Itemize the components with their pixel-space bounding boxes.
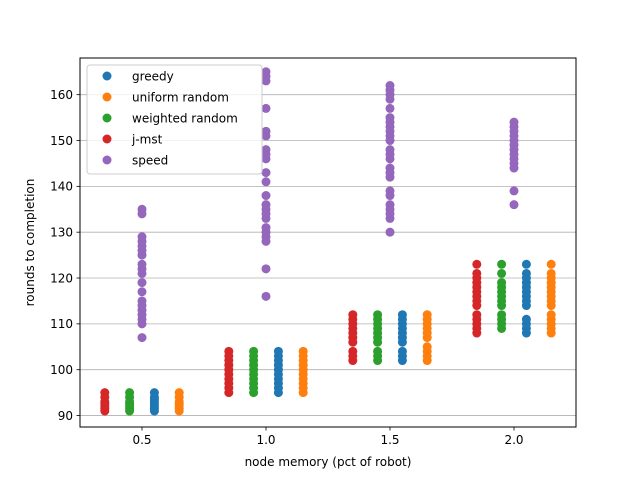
legend-marker	[102, 155, 112, 165]
legend-marker	[102, 92, 112, 102]
legend-label: greedy	[132, 69, 174, 83]
data-point	[385, 163, 395, 173]
data-point	[546, 268, 556, 278]
data-point	[509, 117, 519, 127]
data-point	[385, 113, 395, 123]
data-point	[546, 259, 556, 269]
data-point	[385, 103, 395, 113]
data-point	[497, 268, 507, 278]
data-point	[348, 310, 358, 320]
legend-label: uniform random	[132, 90, 229, 104]
data-point	[521, 268, 531, 278]
data-point	[373, 346, 383, 356]
y-tick-label: 110	[50, 317, 73, 331]
data-point	[137, 259, 147, 269]
data-point	[137, 204, 147, 214]
y-tick-label: 150	[50, 134, 73, 148]
legend-marker	[102, 71, 112, 81]
legend-label: weighted random	[132, 111, 238, 125]
y-tick-label: 120	[50, 271, 73, 285]
data-point	[137, 232, 147, 242]
data-point	[149, 388, 159, 398]
data-point	[125, 388, 135, 398]
data-point	[137, 287, 147, 297]
legend-label: j-mst	[131, 132, 163, 146]
y-tick-label: 130	[50, 225, 73, 239]
y-tick-label: 100	[50, 363, 73, 377]
data-point	[521, 314, 531, 324]
legend-marker	[102, 134, 112, 144]
data-point	[397, 310, 407, 320]
series-weighted-random	[125, 259, 507, 416]
x-tick-label: 1.0	[256, 433, 275, 447]
data-point	[224, 346, 234, 356]
data-point	[261, 103, 271, 113]
data-point	[261, 67, 271, 77]
data-point	[261, 168, 271, 178]
data-point	[137, 333, 147, 343]
data-point	[261, 264, 271, 274]
data-point	[497, 259, 507, 269]
data-point	[385, 200, 395, 210]
data-point	[497, 278, 507, 288]
data-point	[249, 346, 259, 356]
data-point	[472, 310, 482, 320]
data-points	[100, 67, 556, 416]
y-tick-label: 140	[50, 180, 73, 194]
data-point	[373, 310, 383, 320]
y-axis-label: rounds to completion	[23, 179, 37, 307]
data-point	[422, 310, 432, 320]
x-tick-label: 1.5	[380, 433, 399, 447]
data-point	[422, 342, 432, 352]
x-tick-label: 0.5	[132, 433, 151, 447]
x-tick-label: 2.0	[504, 433, 523, 447]
plot-area-frame	[79, 57, 577, 428]
data-point	[521, 259, 531, 269]
data-point	[261, 126, 271, 136]
data-point	[261, 191, 271, 201]
series-uniform-random	[174, 259, 556, 416]
legend-box	[86, 64, 263, 175]
data-point	[385, 145, 395, 155]
data-point	[100, 388, 110, 398]
y-axis-ticks: 90 100 110 120 130 140 150 160	[50, 88, 80, 423]
legend-marker	[102, 113, 112, 123]
data-point	[261, 177, 271, 187]
data-point	[472, 259, 482, 269]
data-point	[137, 278, 147, 288]
data-point	[174, 388, 184, 398]
legend-label: speed	[132, 153, 168, 167]
legend: greedy uniform random weighted random j-mst…	[86, 64, 263, 175]
data-point	[348, 346, 358, 356]
series-speed	[137, 67, 519, 343]
data-point	[298, 346, 308, 356]
data-point	[385, 186, 395, 196]
data-point	[497, 310, 507, 320]
data-point	[261, 145, 271, 155]
y-tick-label: 90	[58, 409, 73, 423]
data-point	[261, 291, 271, 301]
series-j-mst	[100, 259, 482, 416]
x-axis-label: node memory (pct of robot)	[245, 455, 412, 469]
data-point	[546, 310, 556, 320]
data-point	[137, 296, 147, 306]
y-tick-label: 160	[50, 88, 73, 102]
data-point	[261, 223, 271, 233]
series-greedy	[149, 259, 531, 416]
data-point	[472, 268, 482, 278]
x-axis-ticks: 0.5 1.0 1.5 2.0	[132, 427, 524, 447]
data-point	[397, 346, 407, 356]
data-point	[509, 200, 519, 210]
data-point	[273, 346, 283, 356]
data-point	[385, 227, 395, 237]
data-point	[509, 186, 519, 196]
data-point	[261, 200, 271, 210]
data-point	[385, 81, 395, 91]
